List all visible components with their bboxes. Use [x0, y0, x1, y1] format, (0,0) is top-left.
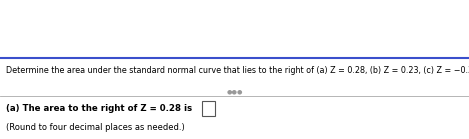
Text: (Round to four decimal places as needed.): (Round to four decimal places as needed.…: [6, 123, 184, 132]
Text: ●●●: ●●●: [226, 89, 243, 94]
Text: Determine the area under the standard normal curve that lies to the right of (a): Determine the area under the standard no…: [6, 66, 469, 75]
Text: O Po: O Po: [440, 35, 462, 45]
Text: HW Sc: HW Sc: [431, 13, 462, 23]
Text: ations of the Normal: ations of the Normal: [7, 23, 136, 33]
FancyBboxPatch shape: [202, 101, 215, 116]
Text: <: <: [199, 14, 209, 24]
Text: Part 1 of 4: Part 1 of 4: [211, 36, 258, 44]
Text: Question 1, 7.2.7-T: Question 1, 7.2.7-T: [175, 13, 294, 23]
Text: (a) The area to the right of Z = 0.28 is: (a) The area to the right of Z = 0.28 is: [6, 104, 192, 113]
Text: >: >: [260, 14, 270, 24]
